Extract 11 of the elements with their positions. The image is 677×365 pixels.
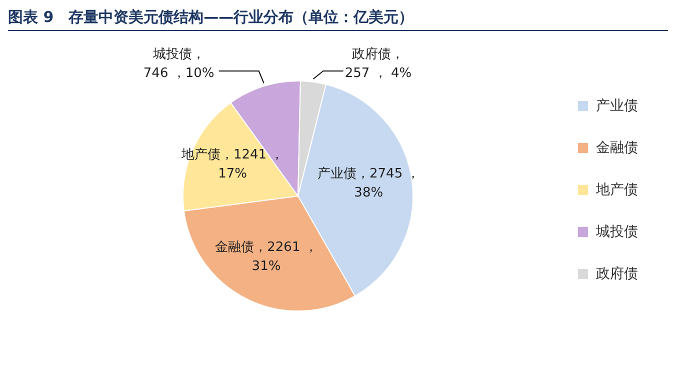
data-label: 城投债， 746 ，10% <box>143 47 214 81</box>
chart-title: 图表 9 存量中资美元债结构——行业分布（单位：亿美元） <box>8 8 668 31</box>
legend-label: 金融债 <box>596 139 638 157</box>
data-label: 政府债， 257 ， 4% <box>344 46 412 81</box>
legend-label: 政府债 <box>596 265 638 283</box>
data-label: 产业债，2745 ， 38% <box>318 166 420 200</box>
legend-label: 地产债 <box>596 181 638 199</box>
legend-label: 产业债 <box>596 97 638 115</box>
legend-label: 城投债 <box>596 223 638 241</box>
data-label: 地产债，1241 ， 17% <box>180 148 284 182</box>
data-label: 金融债，2261 ， 31% <box>215 240 318 274</box>
